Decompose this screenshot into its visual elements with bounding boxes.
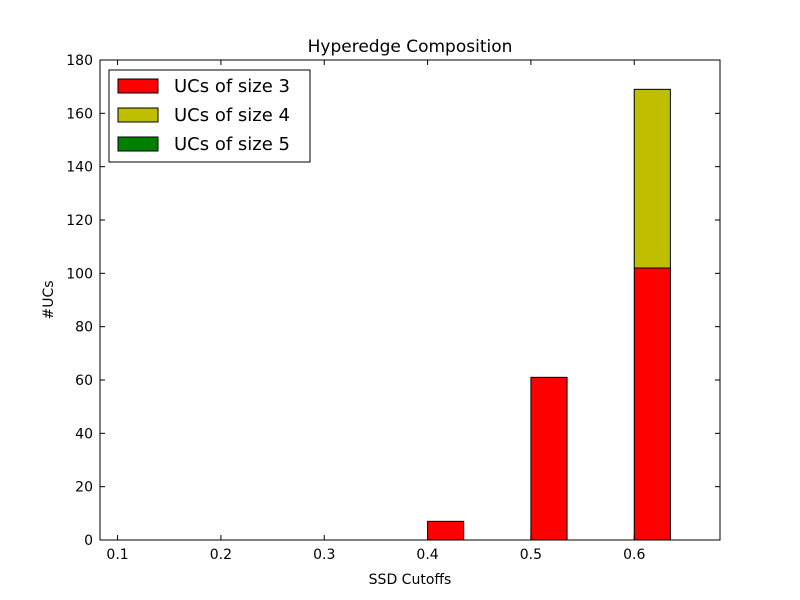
legend: UCs of size 3 UCs of size 4 UCs of size 5 [108, 69, 311, 163]
x-tick-label: 0.5 [520, 547, 542, 563]
y-tick-label: 180 [66, 53, 93, 69]
bar-3-x0.6 [633, 267, 671, 541]
legend-label: UCs of size 4 [174, 105, 290, 126]
y-tick-label: 20 [75, 480, 93, 496]
y-axis-label: #UCs [41, 280, 57, 319]
y-tick-label: 120 [66, 213, 93, 229]
x-tick-label: 0.6 [623, 547, 645, 563]
bar-3-x0.5 [530, 376, 568, 541]
bar-4-x0.6 [633, 88, 671, 269]
chart-title: Hyperedge Composition [308, 37, 513, 57]
bar-3-x0.4 [427, 520, 465, 541]
x-tick-label: 0.2 [210, 547, 232, 563]
y-tick-label: 60 [75, 373, 93, 389]
plot-frame [99, 59, 721, 541]
legend-label: UCs of size 3 [174, 76, 290, 97]
x-tick-label: 0.1 [106, 547, 128, 563]
y-tick-label: 140 [66, 160, 93, 176]
x-tick-label: 0.3 [313, 547, 335, 563]
legend-label: UCs of size 5 [174, 134, 290, 155]
legend-swatch [117, 136, 159, 152]
x-axis-label: SSD Cutoffs [369, 572, 452, 588]
y-tick-label: 80 [75, 320, 93, 336]
x-tick-label: 0.4 [416, 547, 438, 563]
y-tick-label: 0 [84, 533, 93, 549]
legend-swatch [117, 78, 159, 94]
ticks-layer: 0 20 40 60 80 100 120 140 160 180 0.1 0.2 0.3 0.4 0.5 0… [66, 53, 720, 563]
y-tick-label: 100 [66, 266, 93, 282]
bars-layer [427, 88, 671, 541]
y-tick-label: 160 [66, 106, 93, 122]
legend-swatch [117, 107, 159, 123]
y-tick-label: 40 [75, 426, 93, 442]
